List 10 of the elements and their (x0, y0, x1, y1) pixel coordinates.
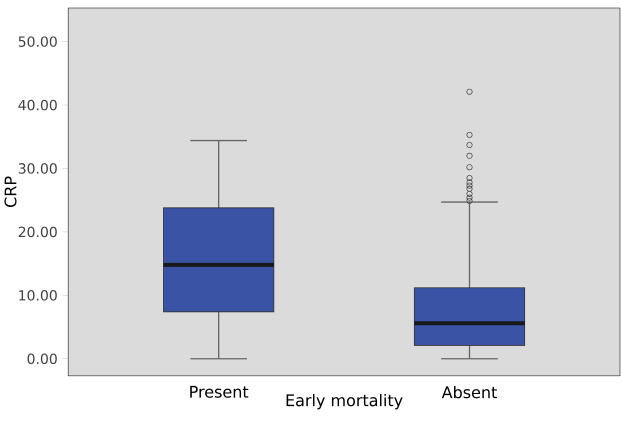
y-tick-label: 0.00 (28, 354, 57, 364)
y-tick-label: 30.00 (18, 163, 57, 174)
y-tick-label: 20.00 (18, 226, 57, 238)
y-tick-label: 50.00 (18, 36, 57, 47)
x-tick-label: Absent (442, 386, 497, 398)
x-axis-title: Early mortality (286, 394, 403, 410)
y-tick-label: 10.00 (19, 290, 57, 301)
y-tick-label: 40.00 (18, 100, 57, 110)
y-axis-title: CRP (4, 176, 17, 208)
x-tick-label: Present (190, 386, 248, 398)
